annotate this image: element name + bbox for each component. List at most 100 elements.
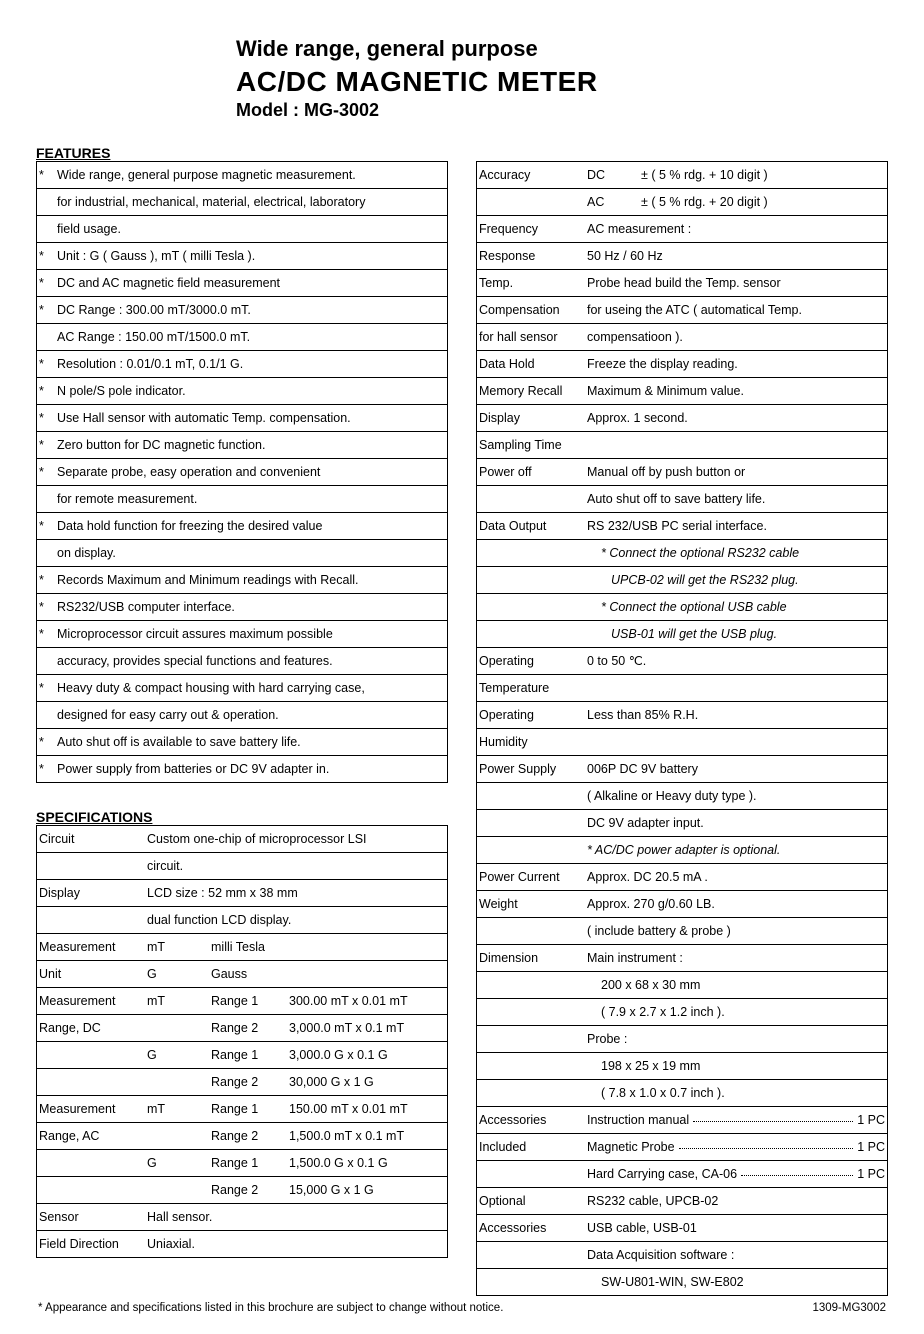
spec-value: ± ( 5 % rdg. + 20 digit ): [639, 189, 888, 216]
spec-value: 150.00 mT x 0.01 mT: [287, 1096, 448, 1123]
spec-value: Gauss: [209, 961, 448, 988]
spec-label: Power off: [477, 459, 586, 486]
spec-label: Operating: [477, 648, 586, 675]
spec-value: 3,000.0 mT x 0.1 mT: [287, 1015, 448, 1042]
spec-label: Temperature: [477, 675, 586, 702]
spec-value: Freeze the display reading.: [585, 351, 888, 378]
title-line-1: Wide range, general purpose: [236, 36, 888, 62]
spec-label: Memory Recall: [477, 378, 586, 405]
spec-label: Accessories: [477, 1107, 586, 1134]
spec-value: 30,000 G x 1 G: [287, 1069, 448, 1096]
feature-bullet: *: [37, 405, 56, 432]
spec-label: for hall sensor: [477, 324, 586, 351]
feature-bullet: *: [37, 567, 56, 594]
feature-bullet: *: [37, 297, 56, 324]
right-specs-table: AccuracyDC± ( 5 % rdg. + 10 digit ) AC± …: [476, 161, 888, 1296]
title-line-3: Model : MG-3002: [236, 100, 888, 121]
feature-bullet: *: [37, 594, 56, 621]
spec-value: 1,500.0 G x 0.1 G: [287, 1150, 448, 1177]
spec-value: RS232 cable, UPCB-02: [585, 1188, 888, 1215]
feature-text: RS232/USB computer interface.: [55, 594, 448, 621]
spec-value: Less than 85% R.H.: [585, 702, 888, 729]
spec-value: LCD size : 52 mm x 38 mm: [145, 880, 448, 907]
feature-bullet: [37, 324, 56, 351]
spec-label: Optional: [477, 1188, 586, 1215]
feature-bullet: *: [37, 378, 56, 405]
spec-value: * Connect the optional RS232 cable: [587, 543, 799, 563]
spec-value: circuit.: [145, 853, 448, 880]
spec-value: Uniaxial.: [145, 1231, 448, 1258]
spec-label: Sensor: [37, 1204, 146, 1231]
spec-label: Display: [37, 880, 146, 907]
spec-value: Approx. 270 g/0.60 LB.: [585, 891, 888, 918]
feature-bullet: [37, 540, 56, 567]
spec-value: 006P DC 9V battery: [585, 756, 888, 783]
spec-value: Auto shut off to save battery life.: [585, 486, 888, 513]
accessory-row: Hard Carrying case, CA-061 PC: [587, 1164, 885, 1184]
spec-value: 3,000.0 G x 0.1 G: [287, 1042, 448, 1069]
feature-text: Wide range, general purpose magnetic mea…: [55, 162, 448, 189]
feature-bullet: *: [37, 459, 56, 486]
spec-value: ( 7.9 x 2.7 x 1.2 inch ).: [587, 1002, 725, 1022]
spec-sub: Range 1: [209, 1150, 287, 1177]
spec-value: USB cable, USB-01: [585, 1215, 888, 1242]
spec-value: Custom one-chip of microprocessor LSI: [145, 826, 448, 853]
feature-text: for industrial, mechanical, material, el…: [55, 189, 448, 216]
spec-label: Circuit: [37, 826, 146, 853]
spec-value: 50 Hz / 60 Hz: [585, 243, 888, 270]
spec-value: ( Alkaline or Heavy duty type ).: [585, 783, 888, 810]
spec-value: 15,000 G x 1 G: [287, 1177, 448, 1204]
left-column: FEATURES *Wide range, general purpose ma…: [36, 139, 448, 1296]
spec-value: Probe :: [585, 1026, 888, 1053]
spec-value: compensatioon ).: [585, 324, 888, 351]
spec-value: Maximum & Minimum value.: [585, 378, 888, 405]
footer: * Appearance and specifications listed i…: [36, 1302, 888, 1314]
feature-bullet: *: [37, 729, 56, 756]
spec-label: Compensation: [477, 297, 586, 324]
spec-label: Frequency: [477, 216, 586, 243]
left-specs-table: CircuitCustom one-chip of microprocessor…: [36, 825, 448, 1258]
title-line-2: AC/DC MAGNETIC METER: [236, 66, 888, 98]
spec-label: Response: [477, 243, 586, 270]
feature-bullet: [37, 702, 56, 729]
feature-bullet: [37, 486, 56, 513]
spec-sub: Range 2: [209, 1015, 287, 1042]
spec-value: Main instrument :: [585, 945, 888, 972]
spec-value: Hall sensor.: [145, 1204, 448, 1231]
spec-label: Range, AC: [37, 1123, 146, 1150]
spec-value: DC 9V adapter input.: [585, 810, 888, 837]
spec-sub: Range 2: [209, 1069, 287, 1096]
spec-value: 200 x 68 x 30 mm: [587, 975, 700, 995]
spec-sub: Range 2: [209, 1123, 287, 1150]
feature-text: Microprocessor circuit assures maximum p…: [55, 621, 448, 648]
spec-value: ( include battery & probe ): [585, 918, 888, 945]
spec-label: Data Hold: [477, 351, 586, 378]
spec-value: SW-U801-WIN, SW-E802: [587, 1272, 744, 1292]
spec-value: dual function LCD display.: [145, 907, 448, 934]
spec-sub: DC: [585, 162, 639, 189]
feature-text: Separate probe, easy operation and conve…: [55, 459, 448, 486]
feature-text: field usage.: [55, 216, 448, 243]
feature-text: N pole/S pole indicator.: [55, 378, 448, 405]
spec-label: Power Current: [477, 864, 586, 891]
title-block: Wide range, general purpose AC/DC MAGNET…: [236, 36, 888, 121]
spec-label: Measurement: [37, 934, 146, 961]
spec-sub: mT: [145, 988, 209, 1015]
spec-label: Dimension: [477, 945, 586, 972]
spec-label: Field Direction: [37, 1231, 146, 1258]
specs-heading: SPECIFICATIONS: [36, 809, 448, 825]
spec-label: Measurement: [37, 1096, 146, 1123]
feature-text: DC and AC magnetic field measurement: [55, 270, 448, 297]
feature-text: Heavy duty & compact housing with hard c…: [55, 675, 448, 702]
spec-value: 198 x 25 x 19 mm: [587, 1056, 700, 1076]
spec-value: Probe head build the Temp. sensor: [585, 270, 888, 297]
spec-label: Accessories: [477, 1215, 586, 1242]
spec-sub: Range 1: [209, 988, 287, 1015]
spec-label: Temp.: [477, 270, 586, 297]
accessory-row: Instruction manual1 PC: [587, 1110, 885, 1130]
spec-value: 0 to 50 ℃.: [585, 648, 888, 675]
feature-text: Unit : G ( Gauss ), mT ( milli Tesla ).: [55, 243, 448, 270]
accessory-row: Magnetic Probe1 PC: [587, 1137, 885, 1157]
spec-value: Approx. DC 20.5 mA .: [585, 864, 888, 891]
feature-text: for remote measurement.: [55, 486, 448, 513]
